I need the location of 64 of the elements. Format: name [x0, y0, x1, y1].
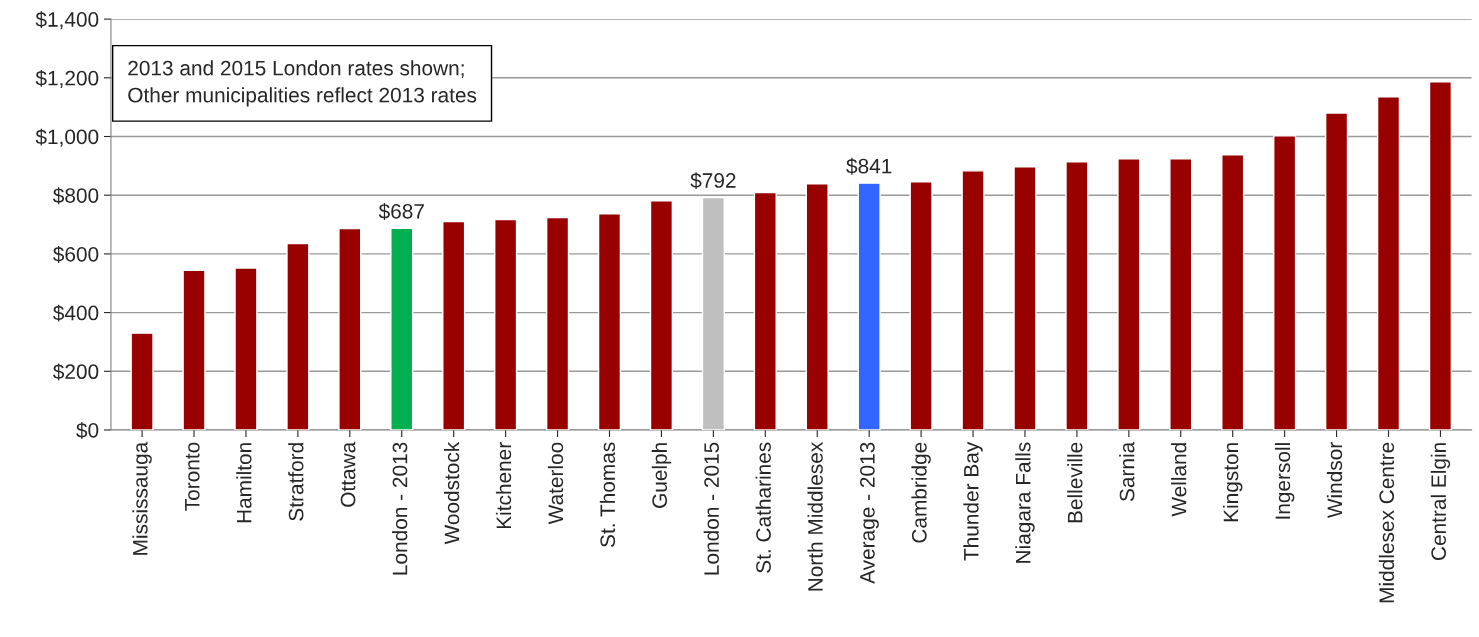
x-tick-label: Waterloo: [547, 442, 564, 525]
x-tick-label: Cambridge: [911, 442, 931, 543]
x-tick-label: Mississauga: [132, 441, 152, 555]
bar: [1221, 154, 1245, 430]
data-label: $841: [846, 157, 892, 175]
x-tick-label: Woodstock: [443, 441, 460, 545]
bar: [442, 220, 466, 430]
x-tick-label: Stratford: [288, 443, 304, 521]
x-tick-label: St. Catharines: [755, 442, 771, 573]
x-tick-label: Welland: [1171, 443, 1187, 517]
y-tick-label: $0: [76, 422, 99, 439]
bar: [286, 242, 310, 430]
bar: [805, 183, 829, 430]
x-tick-label: London - 2013: [392, 442, 408, 575]
bar: [234, 267, 258, 430]
bar: [909, 181, 933, 430]
y-tick-label: $400: [53, 304, 99, 322]
y-tick-label: $1,200: [35, 69, 99, 89]
bar: [1117, 158, 1141, 430]
y-tick-label: $200: [53, 363, 99, 381]
x-tick-label: Niagara Falls: [1015, 442, 1035, 563]
bar: [1013, 166, 1037, 430]
x-tick-label: Guelph: [651, 443, 672, 508]
x-tick-label: Thunder Bay: [963, 441, 983, 561]
bar: [545, 216, 570, 430]
bar: [130, 332, 154, 430]
x-tick-label: North Middlesex: [807, 442, 823, 591]
bar: [1065, 161, 1089, 430]
y-tick-label: $800: [53, 187, 99, 205]
x-tick-label: Toronto: [185, 442, 200, 511]
data-label: $792: [690, 172, 736, 190]
x-tick-label: Middlesex Centre: [1378, 442, 1395, 603]
bar: [961, 170, 985, 430]
y-tick-label: $1,000: [35, 128, 99, 147]
x-tick-label: Sarnia: [1119, 441, 1135, 502]
x-tick-label: London - 2015: [703, 442, 719, 575]
bar: [649, 200, 674, 430]
bar: [494, 218, 518, 430]
x-tick-label: Kingston: [1223, 443, 1243, 522]
bar: [182, 269, 206, 430]
x-tick-label: Central Elgin: [1430, 443, 1451, 560]
x-tick-label: Windsor: [1326, 442, 1343, 519]
bar: [1376, 96, 1401, 430]
annotation: 2013 and 2015 London rates shown; Other municipalities reflect 2013 rates: [128, 60, 477, 107]
x-tick-label: St. Thomas: [599, 442, 616, 547]
x-tick-label: Hamilton: [236, 443, 252, 523]
bar: [1428, 81, 1453, 430]
bar: [1169, 158, 1193, 430]
x-tick-label: Kitchener: [495, 442, 512, 529]
bar: [597, 212, 622, 430]
y-tick-label: $1,400: [35, 11, 99, 30]
x-tick-label: Ottawa: [340, 441, 356, 507]
y-tick-label: $600: [53, 246, 99, 263]
bar: [338, 227, 362, 430]
data-label: $687: [378, 203, 424, 220]
bar: [1273, 135, 1297, 430]
bar: [701, 196, 725, 430]
bar: [857, 182, 881, 430]
x-tick-label: Belleville: [1067, 442, 1083, 523]
bar: [1324, 112, 1349, 430]
x-tick-label: Average - 2013: [860, 442, 879, 584]
bar: [390, 227, 414, 430]
x-tick-label: Ingersoll: [1274, 443, 1295, 519]
bar: [753, 191, 777, 430]
